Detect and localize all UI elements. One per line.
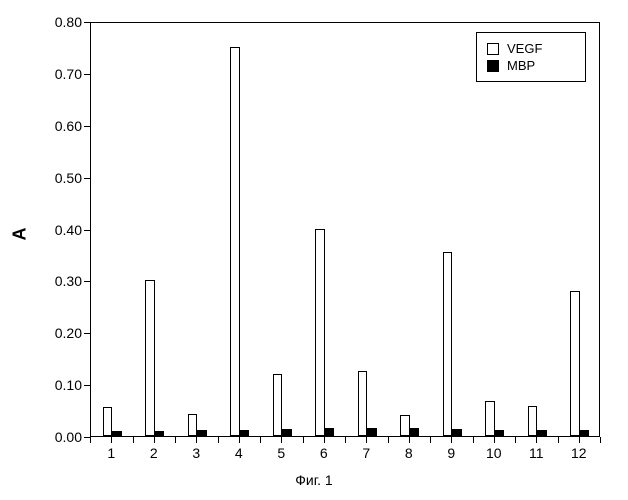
x-tick-label: 11 bbox=[521, 445, 551, 461]
bar-VEGF bbox=[145, 280, 155, 436]
y-tick-label: 0.50 bbox=[40, 170, 82, 186]
bar-MBP bbox=[240, 430, 250, 436]
x-tick bbox=[239, 437, 240, 443]
x-tick-label: 5 bbox=[266, 445, 296, 461]
bar-VEGF bbox=[273, 374, 283, 436]
x-tick bbox=[218, 437, 219, 443]
x-tick-label: 1 bbox=[96, 445, 126, 461]
bar-MBP bbox=[495, 430, 505, 436]
x-tick-label: 2 bbox=[139, 445, 169, 461]
x-tick-label: 12 bbox=[564, 445, 594, 461]
x-tick bbox=[409, 437, 410, 443]
y-tick-label: 0.40 bbox=[40, 222, 82, 238]
y-tick bbox=[84, 230, 90, 231]
y-tick bbox=[84, 74, 90, 75]
x-tick-label: 8 bbox=[394, 445, 424, 461]
bar-MBP bbox=[580, 430, 590, 436]
x-tick bbox=[133, 437, 134, 443]
x-tick bbox=[600, 437, 601, 443]
bar-MBP bbox=[325, 428, 335, 436]
bar-VEGF bbox=[103, 407, 113, 436]
y-tick-label: 0.80 bbox=[40, 14, 82, 30]
x-tick bbox=[345, 437, 346, 443]
bar-VEGF bbox=[485, 401, 495, 436]
x-tick bbox=[111, 437, 112, 443]
y-tick bbox=[84, 281, 90, 282]
legend-row: VEGF bbox=[487, 41, 575, 56]
legend-swatch bbox=[487, 43, 499, 55]
x-tick bbox=[430, 437, 431, 443]
bar-MBP bbox=[112, 431, 122, 436]
x-tick bbox=[515, 437, 516, 443]
bar-VEGF bbox=[570, 291, 580, 436]
plot-area bbox=[90, 22, 600, 437]
x-tick bbox=[536, 437, 537, 443]
x-tick bbox=[494, 437, 495, 443]
x-tick-label: 10 bbox=[479, 445, 509, 461]
x-tick-label: 7 bbox=[351, 445, 381, 461]
x-tick-label: 4 bbox=[224, 445, 254, 461]
chart-container: A 0.00 0.10 0.20 0.30 0.40 0.50 0.60 0.70 0.80 1… bbox=[0, 0, 628, 500]
bar-VEGF bbox=[230, 47, 240, 436]
bar-VEGF bbox=[188, 414, 198, 436]
figure-caption: Фиг. 1 bbox=[0, 472, 628, 488]
x-tick bbox=[388, 437, 389, 443]
x-tick bbox=[175, 437, 176, 443]
y-tick-label: 0.30 bbox=[40, 273, 82, 289]
y-tick bbox=[84, 22, 90, 23]
legend-row: MBP bbox=[487, 58, 575, 73]
legend-label: VEGF bbox=[507, 41, 542, 56]
legend: VEGF MBP bbox=[476, 32, 586, 82]
y-tick-label: 0.70 bbox=[40, 66, 82, 82]
x-tick bbox=[196, 437, 197, 443]
x-tick bbox=[579, 437, 580, 443]
y-tick bbox=[84, 178, 90, 179]
bar-VEGF bbox=[315, 229, 325, 437]
bar-MBP bbox=[197, 430, 207, 436]
x-tick bbox=[90, 437, 91, 443]
y-tick-label: 0.60 bbox=[40, 118, 82, 134]
bar-VEGF bbox=[528, 406, 538, 436]
bar-MBP bbox=[282, 429, 292, 436]
bar-MBP bbox=[410, 428, 420, 436]
x-tick bbox=[558, 437, 559, 443]
bar-MBP bbox=[452, 429, 462, 436]
bar-VEGF bbox=[358, 371, 368, 436]
x-tick bbox=[154, 437, 155, 443]
x-tick bbox=[473, 437, 474, 443]
x-tick-label: 9 bbox=[436, 445, 466, 461]
x-tick bbox=[451, 437, 452, 443]
y-axis-label: A bbox=[10, 221, 31, 241]
legend-label: MBP bbox=[507, 58, 535, 73]
x-tick bbox=[324, 437, 325, 443]
bar-VEGF bbox=[400, 415, 410, 436]
bar-MBP bbox=[155, 431, 165, 436]
y-tick-label: 0.10 bbox=[40, 377, 82, 393]
y-tick bbox=[84, 385, 90, 386]
x-tick bbox=[366, 437, 367, 443]
x-tick bbox=[303, 437, 304, 443]
legend-swatch bbox=[487, 60, 499, 72]
x-tick bbox=[260, 437, 261, 443]
x-tick-label: 3 bbox=[181, 445, 211, 461]
bar-VEGF bbox=[443, 252, 453, 436]
y-tick bbox=[84, 126, 90, 127]
y-tick-label: 0.00 bbox=[40, 429, 82, 445]
x-tick-label: 6 bbox=[309, 445, 339, 461]
y-tick bbox=[84, 333, 90, 334]
y-tick-label: 0.20 bbox=[40, 325, 82, 341]
x-tick bbox=[281, 437, 282, 443]
bar-MBP bbox=[367, 428, 377, 436]
bar-MBP bbox=[537, 430, 547, 436]
